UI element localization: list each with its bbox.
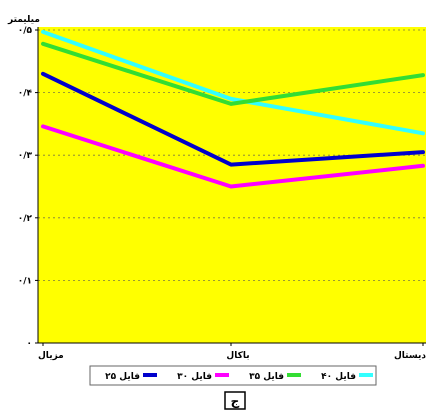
series-lines: [41, 29, 425, 189]
y-tick-label: ۰/۳: [18, 151, 33, 161]
legend-label: فایل ۳۵: [249, 372, 284, 382]
panel-label: ج: [224, 391, 246, 410]
legend: فایل ۴۰ فایل ۳۵ فایل ۳۰ فایل ۲۵: [89, 365, 377, 386]
legend-swatch: [215, 373, 229, 377]
y-tick-label: ۰/۱: [18, 276, 32, 286]
panel-label-box: [224, 391, 246, 410]
x-tick-label: مزیال: [38, 351, 64, 361]
x-tick-labels: مزیال باکال دیستال: [38, 343, 426, 361]
series-line: [41, 29, 425, 136]
legend-swatch: [287, 373, 301, 377]
y-axis-title: میلیمتر: [7, 15, 40, 25]
legend-label: فایل ۳۰: [177, 372, 212, 382]
x-tick-label: باکال: [226, 351, 249, 361]
legend-swatch: [359, 373, 373, 377]
series-line: [41, 124, 425, 189]
legend-label: فایل ۴۰: [321, 372, 356, 382]
axes: [37, 27, 426, 344]
series-line: [41, 71, 425, 167]
y-tick-label: ۰: [27, 339, 33, 349]
x-tick-label: دیستال: [394, 351, 426, 361]
panel-label-text: ج: [231, 394, 240, 408]
y-tick-label: ۰/۵: [18, 26, 33, 36]
series-line: [41, 41, 425, 106]
y-tick-label: ۰/۲: [18, 214, 33, 224]
y-tick-label: ۰/۴: [18, 89, 33, 99]
legend-box: [89, 365, 377, 386]
legend-label: فایل ۲۵: [105, 372, 140, 382]
y-tick-labels: ۰ ۰/۱ ۰/۲ ۰/۳ ۰/۴ ۰/۵: [18, 26, 38, 349]
legend-swatch: [143, 373, 157, 377]
